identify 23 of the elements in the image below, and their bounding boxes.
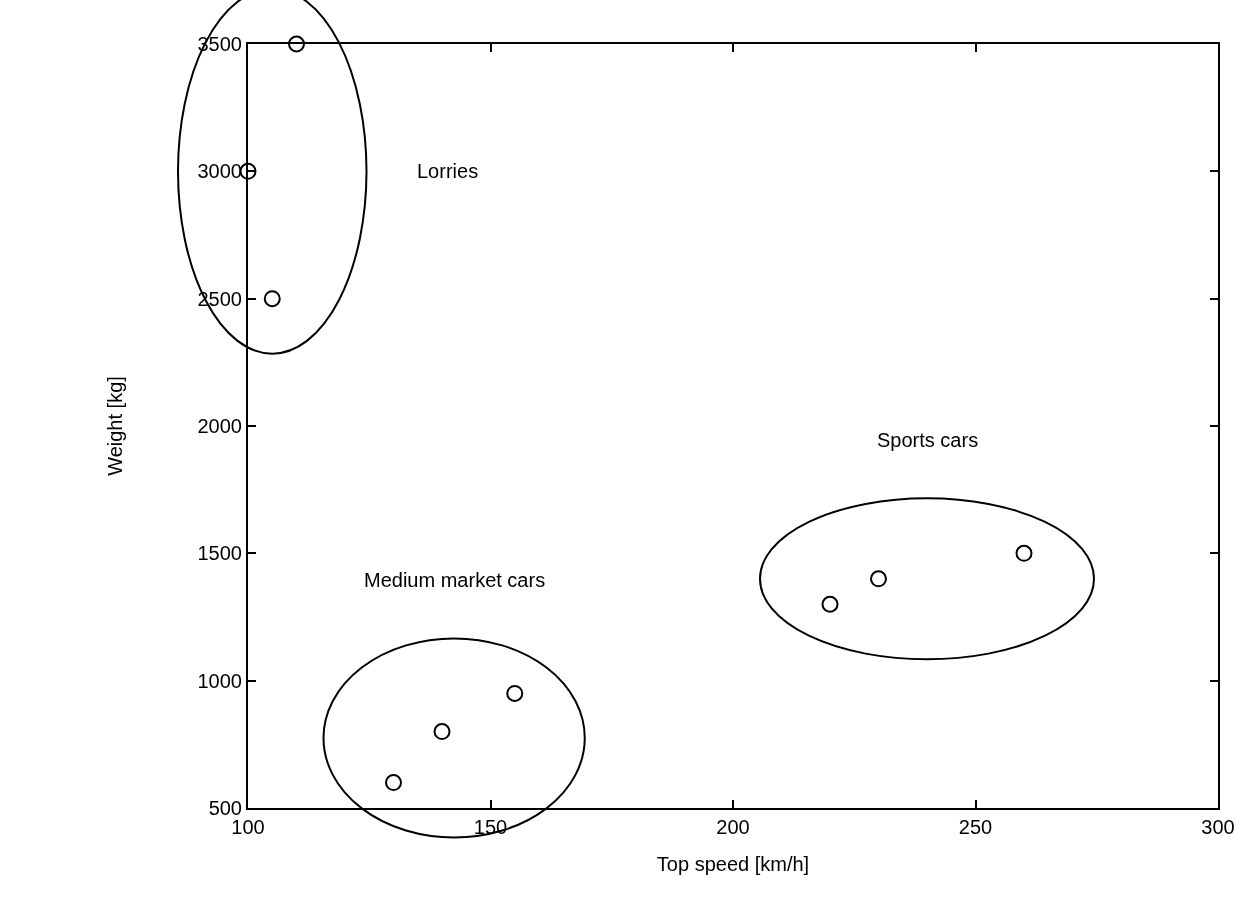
- point: [870, 570, 887, 588]
- point: [1015, 544, 1033, 562]
- y-tick-label: 3000: [197, 160, 242, 183]
- annotation: Lorries: [417, 160, 479, 182]
- y-tick-label: 500: [208, 797, 242, 819]
- annotation: Medium market cars: [364, 569, 546, 591]
- x-tick-label: 300: [1201, 816, 1235, 838]
- x-tick-label: 250: [958, 816, 993, 838]
- x-tick-label: 200: [716, 816, 750, 838]
- y-tick-label: 1000: [197, 669, 242, 692]
- y-tick-label: 1500: [197, 542, 242, 565]
- point: [433, 723, 451, 741]
- point: [239, 162, 257, 180]
- x-tick-label: 100: [231, 816, 265, 838]
- y-axis-title: Weight [kg]: [103, 376, 126, 476]
- y-tick-label: 2000: [197, 415, 242, 437]
- point: [385, 774, 402, 792]
- point: [506, 684, 524, 702]
- point: [821, 595, 839, 613]
- annotation: Sports cars: [877, 429, 979, 451]
- x-axis-title: Top speed [km/h]: [656, 853, 810, 875]
- point: [263, 290, 281, 308]
- point: [288, 35, 305, 53]
